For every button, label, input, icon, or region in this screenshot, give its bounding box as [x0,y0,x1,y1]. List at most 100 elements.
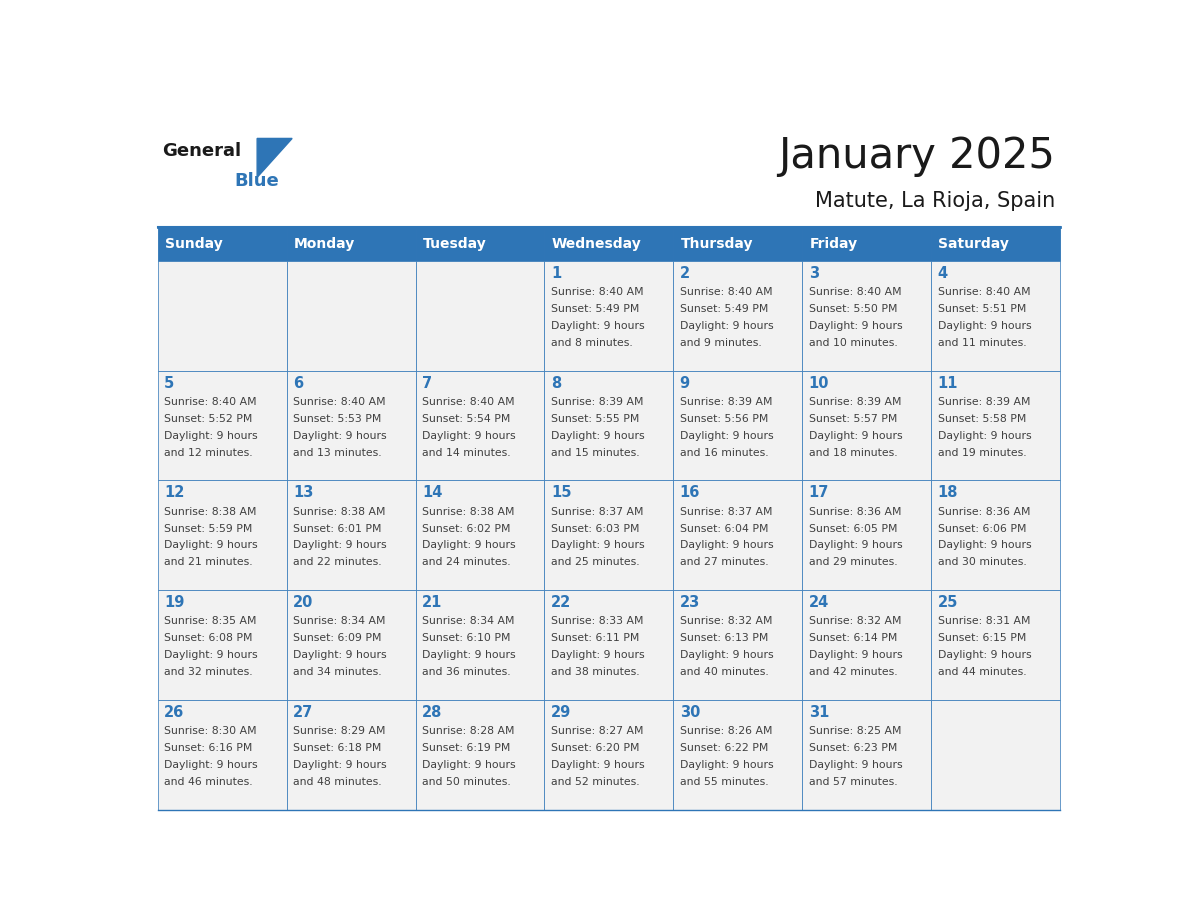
Text: Sunrise: 8:27 AM: Sunrise: 8:27 AM [551,726,644,736]
Bar [158,261,286,371]
Bar [286,371,416,480]
Text: Sunset: 6:10 PM: Sunset: 6:10 PM [422,633,511,644]
Text: Daylight: 9 hours: Daylight: 9 hours [422,760,516,770]
Text: General: General [163,142,241,160]
Bar [674,261,802,371]
Text: Sunrise: 8:38 AM: Sunrise: 8:38 AM [293,507,386,517]
Text: and 24 minutes.: and 24 minutes. [422,557,511,567]
Text: Sunset: 6:08 PM: Sunset: 6:08 PM [164,633,253,644]
Text: and 46 minutes.: and 46 minutes. [164,778,253,787]
Bar [286,590,416,700]
Text: Daylight: 9 hours: Daylight: 9 hours [937,431,1031,441]
Text: Sunrise: 8:36 AM: Sunrise: 8:36 AM [937,507,1030,517]
Text: and 19 minutes.: and 19 minutes. [937,448,1026,457]
Text: Daylight: 9 hours: Daylight: 9 hours [680,650,773,660]
Text: Sunset: 6:15 PM: Sunset: 6:15 PM [937,633,1026,644]
Text: 10: 10 [809,375,829,390]
Bar [158,700,286,810]
Text: Sunset: 5:56 PM: Sunset: 5:56 PM [680,414,769,424]
Text: Sunrise: 8:38 AM: Sunrise: 8:38 AM [422,507,514,517]
Text: 16: 16 [680,486,700,500]
Bar [674,480,802,590]
Bar [286,227,416,261]
Text: Sunset: 6:03 PM: Sunset: 6:03 PM [551,523,639,533]
Text: 24: 24 [809,595,829,610]
Text: Daylight: 9 hours: Daylight: 9 hours [809,320,902,330]
Text: Sunset: 6:06 PM: Sunset: 6:06 PM [937,523,1026,533]
Text: Sunset: 5:51 PM: Sunset: 5:51 PM [937,304,1026,314]
Text: Daylight: 9 hours: Daylight: 9 hours [293,431,386,441]
Text: Sunset: 5:50 PM: Sunset: 5:50 PM [809,304,897,314]
Text: Sunrise: 8:36 AM: Sunrise: 8:36 AM [809,507,902,517]
Bar [802,700,931,810]
Text: 26: 26 [164,705,184,720]
Text: Sunset: 6:18 PM: Sunset: 6:18 PM [293,744,381,754]
Text: Sunset: 5:59 PM: Sunset: 5:59 PM [164,523,253,533]
Text: Daylight: 9 hours: Daylight: 9 hours [551,541,644,551]
Text: Daylight: 9 hours: Daylight: 9 hours [937,541,1031,551]
Bar [416,227,544,261]
Text: 19: 19 [164,595,184,610]
Text: Daylight: 9 hours: Daylight: 9 hours [422,431,516,441]
Bar [931,227,1060,261]
Bar [286,261,416,371]
Text: 21: 21 [422,595,442,610]
Bar [416,700,544,810]
Text: Sunset: 6:19 PM: Sunset: 6:19 PM [422,744,511,754]
Text: Sunset: 6:13 PM: Sunset: 6:13 PM [680,633,769,644]
Text: 3: 3 [809,265,819,281]
Text: 2: 2 [680,265,690,281]
Text: January 2025: January 2025 [778,135,1055,177]
Bar [158,371,286,480]
Text: and 36 minutes.: and 36 minutes. [422,667,511,677]
Text: Sunrise: 8:40 AM: Sunrise: 8:40 AM [164,397,257,407]
Text: and 44 minutes.: and 44 minutes. [937,667,1026,677]
Text: 4: 4 [937,265,948,281]
Text: Sunrise: 8:31 AM: Sunrise: 8:31 AM [937,616,1030,626]
Bar [674,700,802,810]
Text: Sunrise: 8:34 AM: Sunrise: 8:34 AM [422,616,514,626]
Text: Sunrise: 8:32 AM: Sunrise: 8:32 AM [809,616,902,626]
Text: Sunrise: 8:39 AM: Sunrise: 8:39 AM [551,397,644,407]
Text: Sunrise: 8:37 AM: Sunrise: 8:37 AM [551,507,644,517]
Bar [802,227,931,261]
Text: Sunrise: 8:40 AM: Sunrise: 8:40 AM [680,286,772,297]
Text: Sunset: 6:22 PM: Sunset: 6:22 PM [680,744,769,754]
Text: Daylight: 9 hours: Daylight: 9 hours [164,431,258,441]
Text: Monday: Monday [293,237,355,251]
Bar [416,261,544,371]
Text: 28: 28 [422,705,442,720]
Text: Sunrise: 8:40 AM: Sunrise: 8:40 AM [422,397,514,407]
Text: Friday: Friday [809,237,858,251]
Bar [544,227,674,261]
Text: Daylight: 9 hours: Daylight: 9 hours [809,760,902,770]
Text: Sunset: 5:57 PM: Sunset: 5:57 PM [809,414,897,424]
Text: Daylight: 9 hours: Daylight: 9 hours [680,431,773,441]
Text: Daylight: 9 hours: Daylight: 9 hours [809,431,902,441]
Text: and 11 minutes.: and 11 minutes. [937,338,1026,348]
Text: Sunset: 5:49 PM: Sunset: 5:49 PM [551,304,639,314]
Text: 31: 31 [809,705,829,720]
Text: and 12 minutes.: and 12 minutes. [164,448,253,457]
Text: Sunrise: 8:39 AM: Sunrise: 8:39 AM [809,397,902,407]
Text: Daylight: 9 hours: Daylight: 9 hours [293,541,386,551]
Text: and 14 minutes.: and 14 minutes. [422,448,511,457]
Text: and 8 minutes.: and 8 minutes. [551,338,632,348]
Text: Sunrise: 8:35 AM: Sunrise: 8:35 AM [164,616,257,626]
Text: 30: 30 [680,705,700,720]
Text: Saturday: Saturday [939,237,1010,251]
Bar [416,590,544,700]
Text: Daylight: 9 hours: Daylight: 9 hours [937,650,1031,660]
Text: Sunset: 6:09 PM: Sunset: 6:09 PM [293,633,381,644]
Bar [544,700,674,810]
Text: 13: 13 [293,486,314,500]
Text: Sunrise: 8:38 AM: Sunrise: 8:38 AM [164,507,257,517]
Bar [286,700,416,810]
Text: and 50 minutes.: and 50 minutes. [422,778,511,787]
Bar [286,480,416,590]
Text: and 52 minutes.: and 52 minutes. [551,778,639,787]
Text: and 10 minutes.: and 10 minutes. [809,338,897,348]
Text: 25: 25 [937,595,958,610]
Bar [674,590,802,700]
Text: 15: 15 [551,486,571,500]
